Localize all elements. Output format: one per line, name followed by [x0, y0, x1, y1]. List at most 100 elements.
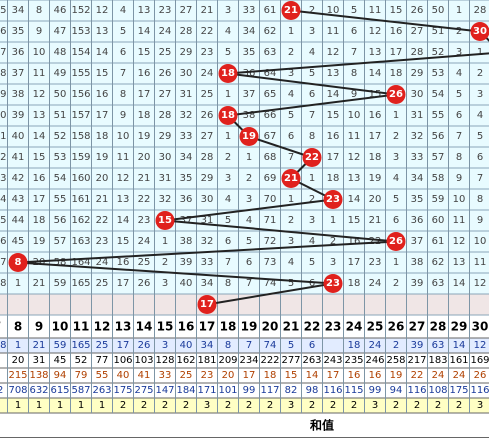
cell-value: 7 — [288, 152, 294, 163]
stat-value: 184 — [176, 385, 195, 396]
cell-value: 5 — [225, 215, 231, 226]
cell-value: 23 — [201, 47, 214, 58]
cell-value: 5 — [246, 236, 252, 247]
cell-value: 7 — [309, 110, 315, 121]
cell-value: 1 — [393, 257, 399, 268]
cell-value: 38 — [411, 257, 424, 268]
cell-value: 4 — [288, 89, 294, 100]
cell-value: 55 — [432, 110, 445, 121]
column-header: 24 — [346, 320, 363, 334]
cell-value: 29 — [159, 131, 172, 142]
stat-value: 20 — [12, 355, 25, 366]
cell-value: 69 — [264, 173, 277, 184]
cell-value: 8 — [477, 194, 483, 205]
cell-value: 3 — [288, 68, 294, 79]
stat-value: 117 — [260, 385, 279, 396]
stat-value: 222 — [260, 355, 279, 366]
cell-value: 153 — [71, 26, 90, 37]
cell-value: 28 — [159, 110, 172, 121]
cell-value: 28 — [474, 5, 487, 16]
cell-value: 245 — [0, 215, 7, 226]
column-header: 29 — [451, 320, 468, 334]
stat-value: 108 — [428, 385, 447, 396]
hit-circle — [239, 127, 259, 146]
cell-value: 65 — [264, 89, 277, 100]
cell-value: 14 — [327, 89, 340, 100]
cell-value: 158 — [71, 131, 90, 142]
hit-label: 15 — [158, 215, 172, 226]
stat-value: 94 — [54, 370, 67, 381]
stat-value: 169 — [470, 355, 489, 366]
hit-circle — [8, 253, 28, 272]
cell-value: 2 — [288, 215, 294, 226]
stat-value: 3 — [477, 400, 483, 411]
cell-value: 58 — [432, 173, 445, 184]
cell-value: 36 — [12, 47, 25, 58]
column-header: 15 — [157, 320, 174, 334]
column-header: 9 — [35, 320, 43, 334]
stat-value: 277 — [281, 355, 300, 366]
cell-value: 1 — [246, 152, 252, 163]
cell-value: 13 — [327, 68, 340, 79]
cell-value: 11 — [369, 5, 382, 16]
stat-value: 3 — [372, 400, 378, 411]
cell-value: 10 — [327, 5, 340, 16]
stat-value: 2 — [267, 400, 273, 411]
stat-value: 161 — [449, 355, 468, 366]
cell-value: 12 — [117, 173, 130, 184]
stat-value: 31 — [33, 355, 46, 366]
cell-value: 38 — [243, 110, 256, 121]
cell-value: 152 — [71, 5, 90, 16]
cell-value: 11 — [474, 257, 487, 268]
cell-value: 5 — [456, 89, 462, 100]
column-header: 19 — [241, 320, 258, 334]
footer-bg — [0, 413, 489, 438]
cell-value: 5 — [288, 110, 294, 121]
cell-value: 73 — [264, 257, 277, 268]
cell-value: 6 — [309, 89, 315, 100]
stat-value: 98 — [306, 385, 319, 396]
cell-value: 19 — [33, 236, 46, 247]
stat-value: 25 — [180, 370, 193, 381]
stat-value: 103 — [134, 355, 153, 366]
stat-value: 165 — [71, 340, 90, 351]
cell-value: 48 — [54, 47, 67, 58]
column-header: 14 — [136, 320, 153, 334]
cell-value: 14 — [348, 194, 361, 205]
cell-value: 22 — [138, 194, 151, 205]
cell-value: 236 — [0, 26, 7, 37]
cell-value: 56 — [432, 131, 445, 142]
cell-value: 237 — [0, 47, 7, 58]
hit-circle — [386, 85, 406, 104]
trend-line — [227, 93, 397, 117]
cell-value: 12 — [474, 278, 487, 289]
cell-value: 7 — [456, 131, 462, 142]
cell-value: 61 — [264, 5, 277, 16]
cell-value: 243 — [0, 173, 7, 184]
hit-label: 30 — [473, 26, 487, 37]
stat-value: 20 — [222, 370, 235, 381]
stat-value: 171 — [197, 385, 216, 396]
cell-value: 46 — [54, 5, 67, 16]
stat-value: 587 — [71, 385, 90, 396]
cell-value: 16 — [369, 110, 382, 121]
stat-value: 16 — [348, 370, 361, 381]
cell-value: 20 — [96, 173, 109, 184]
cell-value: 21 — [138, 173, 151, 184]
cell-value: 19 — [369, 173, 382, 184]
cell-value: 9 — [351, 89, 357, 100]
stat-row-bg — [0, 398, 489, 413]
column-header: 17 — [199, 320, 216, 334]
cell-value: 37 — [243, 89, 256, 100]
stat-value: 22 — [411, 370, 424, 381]
cell-value: 24 — [138, 236, 151, 247]
cell-value: 15 — [138, 47, 151, 58]
cell-value: 9 — [456, 173, 462, 184]
cell-value: 43 — [12, 194, 25, 205]
cell-value: 23 — [369, 257, 382, 268]
cell-value: 3 — [330, 257, 336, 268]
stat-value: 77 — [96, 355, 109, 366]
cell-value: 17 — [33, 194, 46, 205]
stat-value: 3 — [162, 340, 168, 351]
cell-value: 2 — [288, 47, 294, 58]
